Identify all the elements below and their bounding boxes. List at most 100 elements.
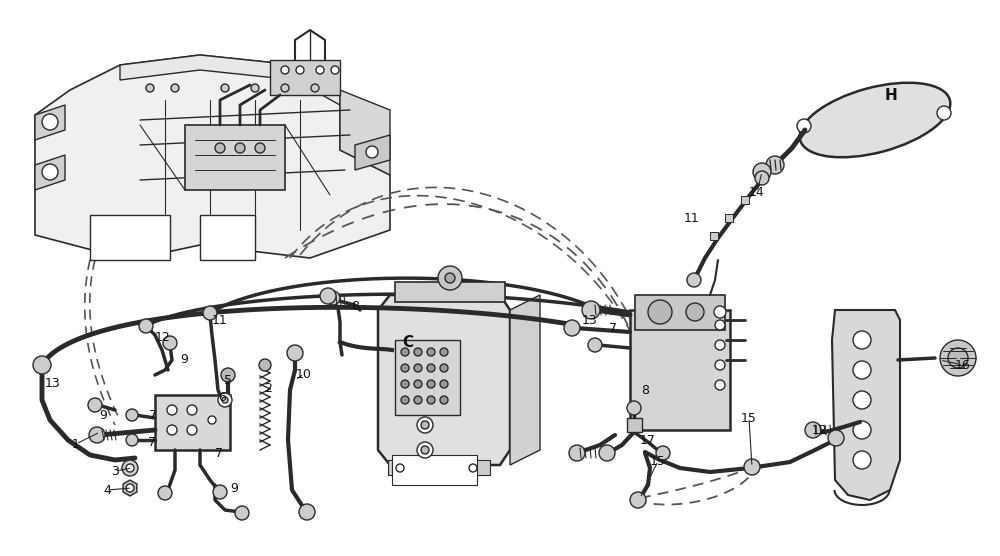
Circle shape	[656, 446, 670, 460]
Circle shape	[438, 266, 462, 290]
Circle shape	[158, 486, 172, 500]
Circle shape	[126, 464, 134, 472]
Text: 15: 15	[650, 454, 666, 468]
Text: 17: 17	[640, 434, 656, 446]
Text: 7: 7	[148, 435, 156, 449]
Circle shape	[213, 485, 227, 499]
Circle shape	[853, 391, 871, 409]
Text: 12: 12	[155, 330, 171, 344]
Circle shape	[167, 425, 177, 435]
Circle shape	[630, 492, 646, 508]
Text: 6: 6	[218, 390, 226, 404]
Text: 8: 8	[351, 300, 359, 312]
Circle shape	[440, 348, 448, 356]
Circle shape	[569, 445, 585, 461]
Circle shape	[320, 288, 336, 304]
Circle shape	[715, 340, 725, 350]
Circle shape	[427, 364, 435, 372]
Polygon shape	[120, 55, 340, 105]
Circle shape	[396, 464, 404, 472]
Text: H: H	[885, 87, 897, 102]
Polygon shape	[378, 295, 510, 465]
Circle shape	[828, 430, 844, 446]
Bar	[395, 340, 460, 415]
Circle shape	[427, 348, 435, 356]
Circle shape	[235, 143, 245, 153]
Circle shape	[421, 446, 429, 454]
Circle shape	[805, 422, 821, 438]
Text: 9: 9	[230, 481, 238, 494]
Bar	[741, 196, 749, 204]
Polygon shape	[340, 90, 390, 175]
Bar	[388, 460, 418, 475]
Text: 12: 12	[812, 424, 828, 436]
Circle shape	[766, 156, 784, 174]
Circle shape	[146, 84, 154, 92]
Circle shape	[171, 84, 179, 92]
Circle shape	[715, 380, 725, 390]
Circle shape	[445, 273, 455, 283]
Circle shape	[42, 114, 58, 130]
Circle shape	[582, 301, 600, 319]
Circle shape	[797, 119, 811, 133]
Circle shape	[427, 380, 435, 388]
Circle shape	[33, 356, 51, 374]
Polygon shape	[35, 55, 390, 260]
Circle shape	[440, 364, 448, 372]
Text: C: C	[402, 335, 414, 350]
Circle shape	[753, 163, 771, 181]
Text: 13: 13	[582, 314, 598, 326]
Text: 13: 13	[45, 376, 61, 390]
Circle shape	[853, 451, 871, 469]
Bar	[710, 232, 718, 240]
Circle shape	[208, 416, 216, 424]
Circle shape	[648, 300, 672, 324]
Circle shape	[940, 340, 976, 376]
Circle shape	[414, 348, 422, 356]
Bar	[90, 215, 170, 260]
Circle shape	[627, 401, 641, 415]
Circle shape	[311, 84, 319, 92]
Circle shape	[122, 460, 138, 476]
Circle shape	[853, 361, 871, 379]
Circle shape	[235, 506, 249, 520]
Bar	[630, 310, 730, 430]
Polygon shape	[355, 135, 390, 170]
Text: 4: 4	[103, 484, 111, 497]
Circle shape	[414, 364, 422, 372]
Circle shape	[417, 417, 433, 433]
Circle shape	[221, 84, 229, 92]
Text: 10: 10	[296, 368, 312, 380]
Circle shape	[331, 66, 339, 74]
Circle shape	[755, 171, 769, 185]
Circle shape	[281, 84, 289, 92]
Bar	[627, 418, 642, 432]
Circle shape	[203, 306, 217, 320]
Circle shape	[853, 331, 871, 349]
Text: 15: 15	[741, 411, 757, 424]
Bar	[635, 295, 725, 330]
Circle shape	[417, 442, 433, 458]
Circle shape	[714, 306, 726, 318]
Polygon shape	[832, 310, 900, 500]
Circle shape	[326, 291, 340, 305]
Circle shape	[401, 348, 409, 356]
Text: 8: 8	[641, 384, 649, 396]
Text: 14: 14	[749, 186, 765, 198]
Circle shape	[255, 143, 265, 153]
Polygon shape	[35, 155, 65, 190]
Polygon shape	[123, 480, 137, 496]
Bar	[200, 215, 255, 260]
Text: 7: 7	[149, 409, 157, 421]
Circle shape	[414, 396, 422, 404]
Circle shape	[187, 425, 197, 435]
Text: 9: 9	[180, 353, 188, 365]
Circle shape	[715, 360, 725, 370]
Bar	[725, 214, 733, 222]
Circle shape	[259, 359, 271, 371]
Text: 3: 3	[111, 464, 119, 478]
Circle shape	[414, 380, 422, 388]
Circle shape	[281, 66, 289, 74]
Text: 9: 9	[99, 409, 107, 421]
Circle shape	[715, 320, 725, 330]
